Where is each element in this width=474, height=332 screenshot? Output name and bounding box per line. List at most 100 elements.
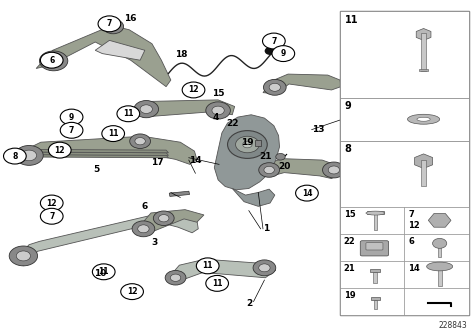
Circle shape — [60, 123, 83, 138]
Text: 22: 22 — [227, 119, 239, 128]
Text: 12: 12 — [55, 146, 65, 155]
Circle shape — [48, 142, 71, 158]
Bar — [340, 234, 404, 261]
Text: 12: 12 — [127, 287, 137, 296]
Circle shape — [182, 82, 205, 98]
Bar — [438, 243, 441, 257]
Bar — [438, 269, 442, 286]
Ellipse shape — [417, 117, 430, 121]
Bar — [169, 191, 190, 197]
Text: 7: 7 — [69, 126, 74, 135]
Circle shape — [117, 106, 140, 122]
Text: 1: 1 — [263, 224, 269, 233]
Circle shape — [39, 51, 68, 71]
Text: 14: 14 — [301, 189, 312, 198]
Text: 11: 11 — [108, 129, 118, 138]
Polygon shape — [41, 154, 168, 158]
Bar — [374, 300, 377, 309]
Circle shape — [108, 23, 118, 30]
Polygon shape — [137, 209, 204, 234]
Text: 9: 9 — [69, 113, 74, 122]
Circle shape — [206, 276, 228, 291]
Polygon shape — [232, 189, 275, 206]
Bar — [371, 297, 380, 300]
FancyBboxPatch shape — [360, 241, 389, 256]
Circle shape — [92, 264, 115, 280]
Circle shape — [263, 33, 285, 49]
Text: 14: 14 — [189, 156, 201, 165]
Text: 15: 15 — [344, 210, 356, 219]
Text: 21: 21 — [344, 264, 356, 273]
Circle shape — [98, 16, 121, 32]
Text: 11: 11 — [99, 267, 109, 276]
Circle shape — [9, 246, 37, 266]
Bar — [419, 69, 428, 71]
Polygon shape — [41, 152, 168, 155]
Bar — [340, 140, 469, 208]
Circle shape — [228, 130, 267, 158]
Text: 12: 12 — [46, 199, 57, 208]
Text: 5: 5 — [93, 165, 99, 174]
Circle shape — [259, 163, 280, 177]
Ellipse shape — [366, 211, 385, 215]
Text: 11: 11 — [202, 261, 213, 270]
Circle shape — [140, 105, 153, 114]
Circle shape — [196, 258, 219, 274]
Circle shape — [276, 153, 285, 160]
Text: 4: 4 — [212, 113, 219, 122]
Bar — [340, 289, 404, 315]
Text: 7: 7 — [107, 19, 112, 28]
Circle shape — [243, 141, 252, 148]
Circle shape — [264, 166, 274, 174]
Circle shape — [170, 274, 181, 282]
Text: 8: 8 — [12, 152, 18, 161]
Text: 21: 21 — [260, 152, 272, 161]
Circle shape — [138, 225, 149, 233]
Circle shape — [134, 101, 158, 118]
Bar — [340, 98, 469, 140]
Circle shape — [158, 214, 169, 222]
Circle shape — [103, 19, 124, 34]
Text: 8: 8 — [345, 144, 352, 154]
Circle shape — [264, 79, 286, 95]
Circle shape — [154, 211, 174, 225]
Circle shape — [21, 150, 36, 161]
Polygon shape — [168, 259, 276, 283]
Bar — [255, 139, 261, 146]
Bar — [340, 261, 404, 289]
Text: 9: 9 — [281, 49, 286, 58]
Text: 19: 19 — [241, 138, 254, 147]
Text: 12: 12 — [188, 85, 199, 95]
Text: 17: 17 — [151, 158, 164, 167]
Circle shape — [135, 137, 146, 145]
Text: 19: 19 — [344, 291, 356, 300]
Text: 15: 15 — [212, 89, 225, 98]
Polygon shape — [20, 136, 197, 164]
Text: 16: 16 — [125, 14, 137, 23]
Circle shape — [259, 264, 270, 272]
Polygon shape — [263, 74, 341, 94]
Circle shape — [265, 47, 275, 54]
Bar — [340, 208, 404, 234]
Circle shape — [16, 251, 30, 261]
Text: 7: 7 — [49, 212, 55, 221]
Text: 20: 20 — [279, 162, 291, 171]
Circle shape — [3, 148, 26, 164]
Circle shape — [269, 83, 281, 91]
Circle shape — [272, 46, 295, 61]
Text: 11: 11 — [212, 279, 222, 288]
Text: 3: 3 — [151, 237, 157, 247]
Circle shape — [130, 134, 151, 148]
Circle shape — [40, 52, 63, 68]
Polygon shape — [16, 213, 198, 266]
FancyBboxPatch shape — [366, 243, 383, 250]
Text: 11: 11 — [123, 109, 134, 118]
Bar — [374, 272, 377, 283]
Text: 13: 13 — [312, 125, 324, 134]
Text: 11: 11 — [345, 15, 358, 25]
Bar — [421, 34, 426, 71]
Bar — [404, 234, 469, 261]
Polygon shape — [41, 149, 168, 153]
Circle shape — [296, 185, 318, 201]
Text: 10: 10 — [94, 269, 107, 278]
